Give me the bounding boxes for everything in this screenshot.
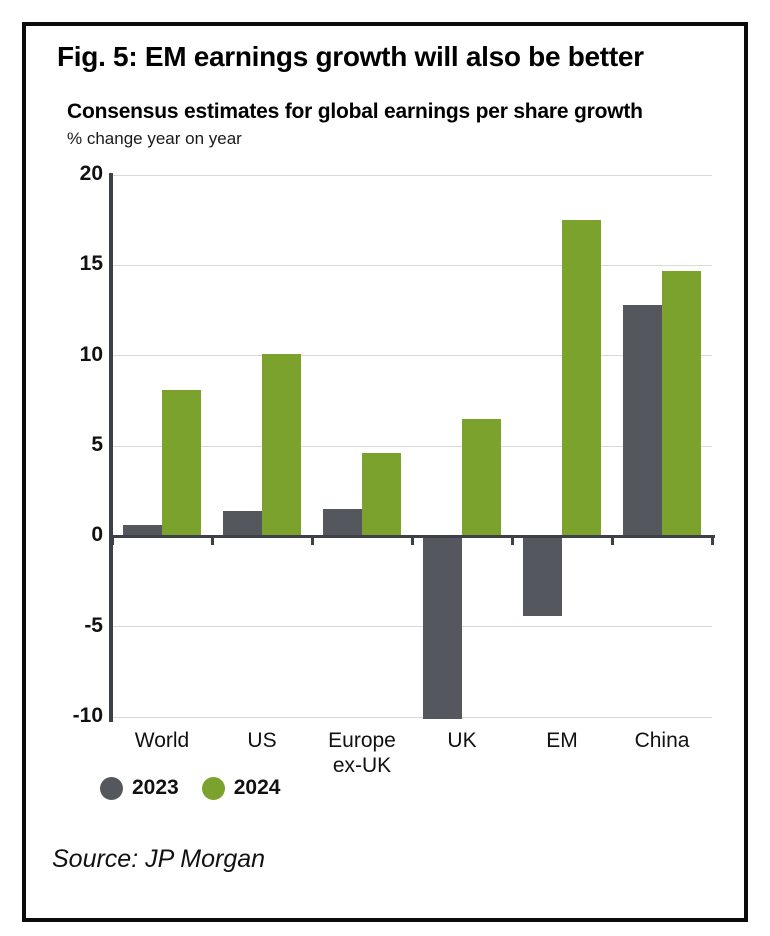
bar-2024-china xyxy=(662,270,701,537)
x-axis-tick xyxy=(211,537,214,546)
bar-2023-china xyxy=(623,305,662,537)
category-label-line: Europe xyxy=(328,729,396,752)
bar-2023-em xyxy=(523,536,562,616)
x-axis-tick xyxy=(511,537,514,546)
y-tick-label: 0 xyxy=(91,523,103,547)
gridline xyxy=(112,174,712,176)
y-tick-label: 5 xyxy=(91,433,103,456)
bar-2023-europe-ex-uk xyxy=(323,509,362,537)
x-axis-tick xyxy=(711,537,714,546)
category-label-line: China xyxy=(634,729,690,752)
category-label: US xyxy=(212,728,312,753)
bar-2024-em xyxy=(562,220,601,537)
y-tick-label: 20 xyxy=(79,162,103,185)
x-axis-tick xyxy=(411,537,414,546)
chart-title: Consensus estimates for global earnings … xyxy=(67,100,643,123)
bar-2023-us xyxy=(223,511,262,537)
legend-swatch-2023-icon xyxy=(100,776,123,800)
category-label-line: US xyxy=(247,729,277,752)
category-label-line: EM xyxy=(546,729,578,752)
gridline xyxy=(112,626,712,628)
gridline xyxy=(112,264,712,266)
bar-2024-europe-ex-uk xyxy=(362,453,401,537)
category-label-line: UK xyxy=(447,729,477,752)
y-tick-label: -10 xyxy=(72,704,103,727)
gridline xyxy=(112,716,712,718)
bar-2024-us xyxy=(262,353,301,537)
y-axis-line xyxy=(109,173,113,722)
category-label: UK xyxy=(412,728,512,753)
legend-label-2024: 2024 xyxy=(233,776,281,799)
category-label-line: ex-UK xyxy=(332,754,392,777)
legend-swatch-2024-icon xyxy=(201,776,225,800)
x-axis-tick xyxy=(611,537,614,546)
y-axis-unit-label: % change year on year xyxy=(67,129,242,148)
category-label: Europe ex-UK xyxy=(312,728,412,778)
legend-label-2023: 2023 xyxy=(132,776,179,799)
y-tick-label: -5 xyxy=(84,613,103,637)
x-axis-tick xyxy=(311,537,314,546)
source-text: Source: JP Morgan xyxy=(52,845,266,873)
category-label: EM xyxy=(512,728,612,753)
y-tick-label: 10 xyxy=(79,342,103,366)
bar-2024-uk xyxy=(462,418,501,537)
figure-title: Fig. 5: EM earnings growth will also be … xyxy=(57,41,644,72)
bar-2023-uk xyxy=(423,536,462,719)
y-tick-label: 15 xyxy=(79,252,103,276)
gridline xyxy=(112,445,712,447)
gridline xyxy=(112,355,712,357)
category-label: China xyxy=(612,728,712,753)
legend: 2023 2024 xyxy=(100,775,294,801)
category-label: World xyxy=(112,728,212,753)
bar-2024-world xyxy=(162,389,201,537)
x-axis-tick xyxy=(111,537,114,546)
category-label-line: World xyxy=(134,729,190,752)
